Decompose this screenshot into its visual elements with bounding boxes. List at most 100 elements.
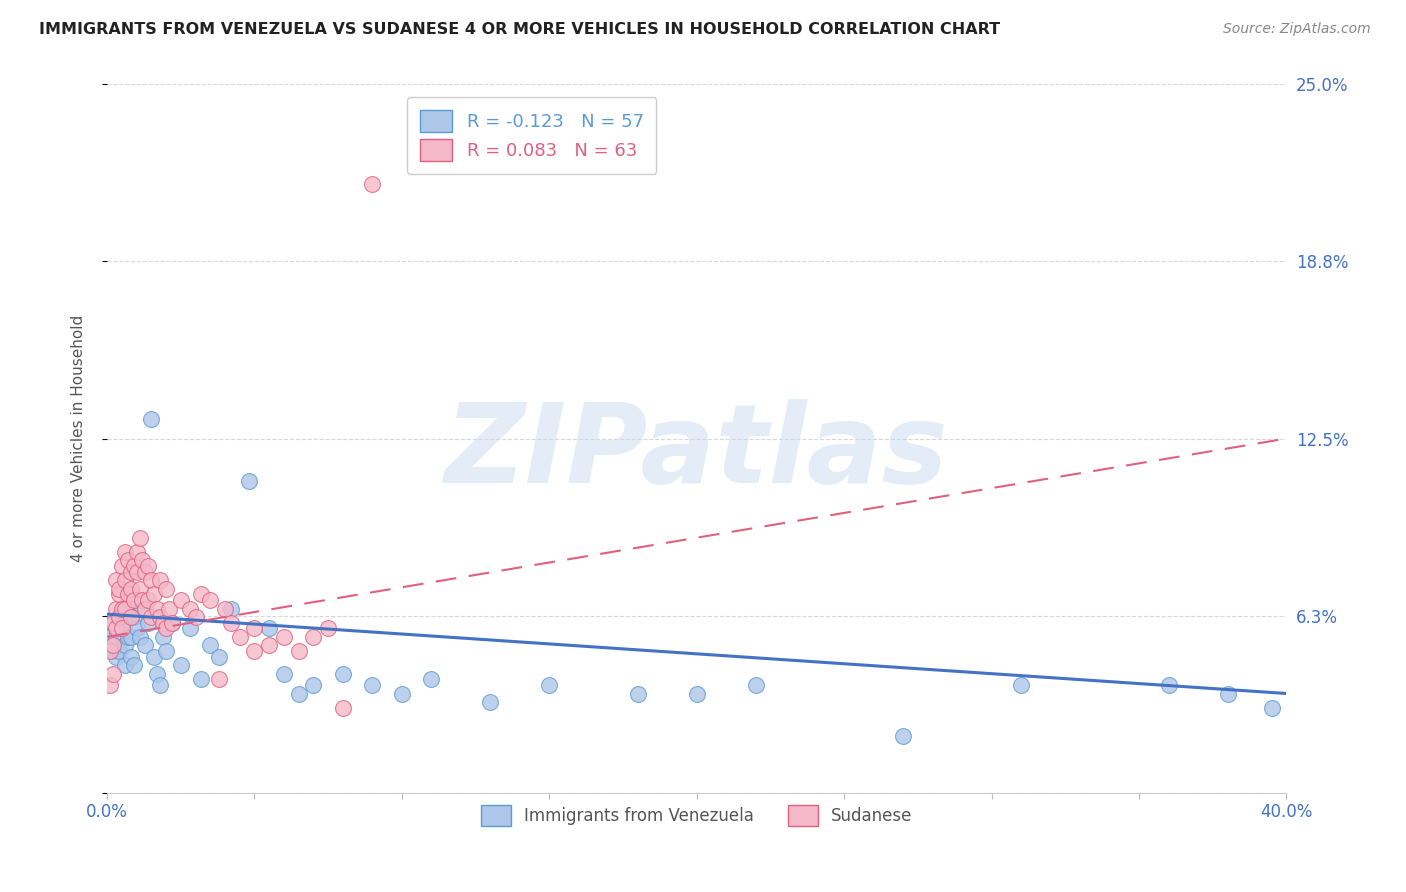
Point xyxy=(208,649,231,664)
Point xyxy=(229,630,252,644)
Point xyxy=(138,615,160,630)
Point xyxy=(98,644,121,658)
Point xyxy=(122,559,145,574)
Point xyxy=(122,658,145,673)
Point xyxy=(117,630,139,644)
Point xyxy=(302,630,325,644)
Point xyxy=(149,610,172,624)
Point xyxy=(143,649,166,664)
Point xyxy=(125,545,148,559)
Point xyxy=(157,601,180,615)
Point xyxy=(1157,678,1180,692)
Point xyxy=(120,582,142,596)
Point xyxy=(101,644,124,658)
Point xyxy=(114,601,136,615)
Point xyxy=(114,545,136,559)
Point xyxy=(420,673,443,687)
Point xyxy=(152,615,174,630)
Point xyxy=(117,553,139,567)
Point xyxy=(302,678,325,692)
Point xyxy=(111,601,134,615)
Text: IMMIGRANTS FROM VENEZUELA VS SUDANESE 4 OR MORE VEHICLES IN HOUSEHOLD CORRELATIO: IMMIGRANTS FROM VENEZUELA VS SUDANESE 4 … xyxy=(39,22,1001,37)
Point xyxy=(138,559,160,574)
Point xyxy=(149,573,172,587)
Point xyxy=(152,630,174,644)
Point xyxy=(219,615,242,630)
Point xyxy=(104,630,127,644)
Y-axis label: 4 or more Vehicles in Household: 4 or more Vehicles in Household xyxy=(72,315,86,562)
Point xyxy=(128,630,150,644)
Point xyxy=(1010,678,1032,692)
Point xyxy=(111,559,134,574)
Point xyxy=(120,630,142,644)
Point xyxy=(361,177,384,191)
Point xyxy=(200,593,222,607)
Point xyxy=(273,630,295,644)
Point xyxy=(146,601,169,615)
Point xyxy=(141,573,163,587)
Point xyxy=(214,601,236,615)
Point xyxy=(101,615,124,630)
Point xyxy=(891,729,914,743)
Point xyxy=(745,678,768,692)
Point xyxy=(257,638,280,652)
Point xyxy=(160,615,183,630)
Point xyxy=(104,573,127,587)
Point xyxy=(98,678,121,692)
Point xyxy=(125,565,148,579)
Point xyxy=(257,621,280,635)
Point xyxy=(114,658,136,673)
Point xyxy=(111,621,134,635)
Point xyxy=(101,638,124,652)
Point xyxy=(190,673,212,687)
Point xyxy=(104,601,127,615)
Point xyxy=(361,678,384,692)
Point xyxy=(104,649,127,664)
Text: ZIPatlas: ZIPatlas xyxy=(444,400,949,507)
Point xyxy=(155,644,177,658)
Point xyxy=(134,638,156,652)
Point xyxy=(332,700,354,714)
Point xyxy=(120,587,142,601)
Point xyxy=(184,610,207,624)
Point xyxy=(131,553,153,567)
Point xyxy=(627,686,650,700)
Point xyxy=(219,601,242,615)
Point xyxy=(114,615,136,630)
Point xyxy=(120,610,142,624)
Point xyxy=(538,678,561,692)
Point xyxy=(131,601,153,615)
Point xyxy=(108,610,131,624)
Point xyxy=(131,593,153,607)
Point xyxy=(141,610,163,624)
Point xyxy=(134,601,156,615)
Point xyxy=(190,587,212,601)
Point xyxy=(128,531,150,545)
Point xyxy=(108,587,131,601)
Point xyxy=(111,621,134,635)
Legend: Immigrants from Venezuela, Sudanese: Immigrants from Venezuela, Sudanese xyxy=(472,797,921,834)
Point xyxy=(111,601,134,615)
Point xyxy=(108,644,131,658)
Point xyxy=(122,593,145,607)
Point xyxy=(238,474,260,488)
Point xyxy=(143,587,166,601)
Point xyxy=(146,666,169,681)
Point xyxy=(120,649,142,664)
Point xyxy=(108,582,131,596)
Point xyxy=(160,615,183,630)
Point xyxy=(101,666,124,681)
Point xyxy=(316,621,339,635)
Point xyxy=(104,621,127,635)
Point xyxy=(179,621,201,635)
Point xyxy=(128,582,150,596)
Point xyxy=(120,565,142,579)
Point xyxy=(287,686,309,700)
Point xyxy=(149,678,172,692)
Point xyxy=(1216,686,1239,700)
Point xyxy=(125,593,148,607)
Point xyxy=(1261,700,1284,714)
Point xyxy=(332,666,354,681)
Point xyxy=(273,666,295,681)
Point xyxy=(117,593,139,607)
